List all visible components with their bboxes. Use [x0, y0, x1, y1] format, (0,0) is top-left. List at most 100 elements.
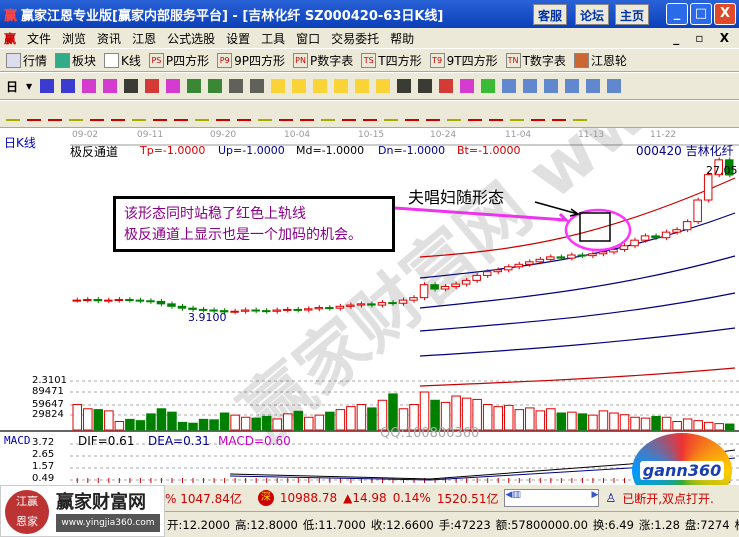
draw-tool-icon[interactable] [69, 107, 83, 121]
minimize-icon[interactable]: _ [666, 3, 688, 25]
draw-tool-icon[interactable] [300, 107, 314, 121]
draw-tool-icon[interactable] [258, 107, 272, 121]
draw-tool-icon[interactable] [321, 107, 335, 121]
draw-tool-icon[interactable] [195, 107, 209, 121]
tool-icon[interactable] [586, 79, 601, 93]
toolbar-item-9[interactable]: 江恩轮 [573, 52, 627, 69]
mdi-window-controls[interactable]: _ ▫ X [673, 31, 735, 45]
draw-tool-icon[interactable] [405, 107, 419, 121]
volume-bar [125, 418, 135, 431]
tool-icon[interactable] [229, 79, 244, 93]
draw-tool-icon[interactable] [174, 107, 188, 121]
draw-tool-icon[interactable] [468, 107, 482, 121]
connection-status[interactable]: 已断开,双点打开. [622, 491, 714, 506]
toolbar-item-5[interactable]: PN P数字表 [293, 52, 353, 69]
toolbar-item-7[interactable]: T9 9T四方形 [429, 52, 498, 69]
tool-icon[interactable] [250, 79, 265, 93]
volume-bar [135, 420, 146, 431]
draw-tool-icon[interactable] [573, 107, 587, 121]
toolbar-label: 9T四方形 [446, 53, 498, 68]
home-button[interactable]: 主页 [615, 4, 650, 25]
menu-trade[interactable]: 交易委托 [331, 31, 380, 46]
menu-file[interactable]: 文件 [27, 31, 52, 46]
draw-tool-icon[interactable] [216, 107, 230, 121]
draw-tool-icon[interactable] [489, 107, 503, 121]
tool-icon[interactable] [544, 79, 559, 93]
tool-icon[interactable] [376, 79, 391, 93]
toolbar-item-1[interactable]: 板块 [55, 52, 96, 69]
draw-tool-icon[interactable] [153, 107, 167, 121]
service-button[interactable]: 客服 [533, 4, 568, 25]
toolbar-item-6[interactable]: TS T四方形 [361, 52, 422, 69]
volume-bar [388, 393, 398, 431]
tool-icon[interactable] [418, 79, 433, 93]
menu-window[interactable]: 窗口 [296, 31, 321, 46]
tool-icon[interactable] [40, 79, 55, 93]
tool-icon[interactable] [187, 79, 202, 93]
draw-tool-icon[interactable] [27, 107, 41, 121]
draw-tool-icon[interactable] [342, 107, 356, 121]
quote-info-bar: 开:12.2000 高:12.8000 低:11.7000 收:12.6600 手:47… [165, 511, 739, 537]
tool-icon[interactable] [292, 79, 307, 93]
forum-button[interactable]: 论坛 [575, 4, 610, 25]
menu-info[interactable]: 资讯 [97, 31, 122, 46]
tool-icon[interactable] [481, 79, 496, 93]
tool-icon[interactable] [124, 79, 139, 93]
chevron-down-icon[interactable]: ▼ [26, 81, 33, 91]
candle [388, 302, 397, 305]
draw-tool-icon[interactable] [48, 107, 62, 121]
period-select[interactable]: 日 [6, 79, 19, 94]
menu-browse[interactable]: 浏览 [62, 31, 87, 46]
tool-icon[interactable] [82, 79, 97, 93]
draw-tool-icon[interactable] [552, 107, 566, 121]
candle [146, 300, 155, 303]
tool-icon[interactable] [565, 79, 580, 93]
draw-tool-icon[interactable] [279, 107, 293, 121]
menu-gann[interactable]: 江恩 [132, 31, 157, 46]
tool-icon[interactable] [607, 79, 622, 93]
draw-tool-icon[interactable] [6, 107, 20, 121]
tool-icon[interactable] [334, 79, 349, 93]
tool-icon[interactable] [166, 79, 181, 93]
draw-tool-icon[interactable] [447, 107, 461, 121]
candle [451, 283, 460, 288]
volume-bar [293, 410, 304, 431]
tool-icon[interactable] [439, 79, 454, 93]
tool-icon[interactable] [61, 79, 76, 93]
tool-icon[interactable] [355, 79, 370, 93]
toolbar-item-3[interactable]: PS P四方形 [148, 52, 209, 69]
toolbar-item-8[interactable]: TN T数字表 [505, 52, 566, 69]
candle [346, 304, 355, 307]
draw-tool-icon[interactable] [384, 107, 398, 121]
toolbar-item-2[interactable]: K线 [104, 52, 141, 69]
draw-tool-icon[interactable] [111, 107, 125, 121]
tool-icon[interactable] [397, 79, 412, 93]
tool-icon[interactable] [523, 79, 538, 93]
tool-icon[interactable] [271, 79, 286, 93]
close-icon[interactable]: X [714, 3, 736, 25]
menu-tools[interactable]: 工具 [261, 31, 286, 46]
draw-tool-icon[interactable] [510, 107, 524, 121]
volume-bar [398, 408, 409, 431]
maximize-icon[interactable]: □ [690, 3, 712, 25]
tool-icon[interactable] [313, 79, 328, 93]
toolbar-item-0[interactable]: 行情 [6, 52, 47, 69]
tool-icon[interactable] [103, 79, 118, 93]
tool-icon[interactable] [145, 79, 160, 93]
draw-tool-icon[interactable] [90, 107, 104, 121]
draw-tool-icon[interactable] [531, 107, 545, 121]
draw-tool-icon[interactable] [132, 107, 146, 121]
tool-icon[interactable] [208, 79, 223, 93]
toolbar-item-4[interactable]: P9 9P四方形 [217, 52, 285, 69]
draw-tool-icon[interactable] [363, 107, 377, 121]
ticker-scrollbar[interactable]: ◀▥ ▶ [504, 489, 600, 507]
draw-tool-icon[interactable] [237, 107, 251, 121]
kline-chart[interactable]: 赢家财富网 www.yingjia360.com 日K线 09-02 09-11 0… [0, 128, 739, 508]
tool-icon[interactable] [460, 79, 475, 93]
menu-settings[interactable]: 设置 [226, 31, 251, 46]
menu-formula[interactable]: 公式选股 [167, 31, 216, 46]
menu-help[interactable]: 帮助 [390, 31, 415, 46]
tool-icon[interactable] [502, 79, 517, 93]
indicator-md: Md=-1.0000 [296, 144, 365, 157]
draw-tool-icon[interactable] [426, 107, 440, 121]
